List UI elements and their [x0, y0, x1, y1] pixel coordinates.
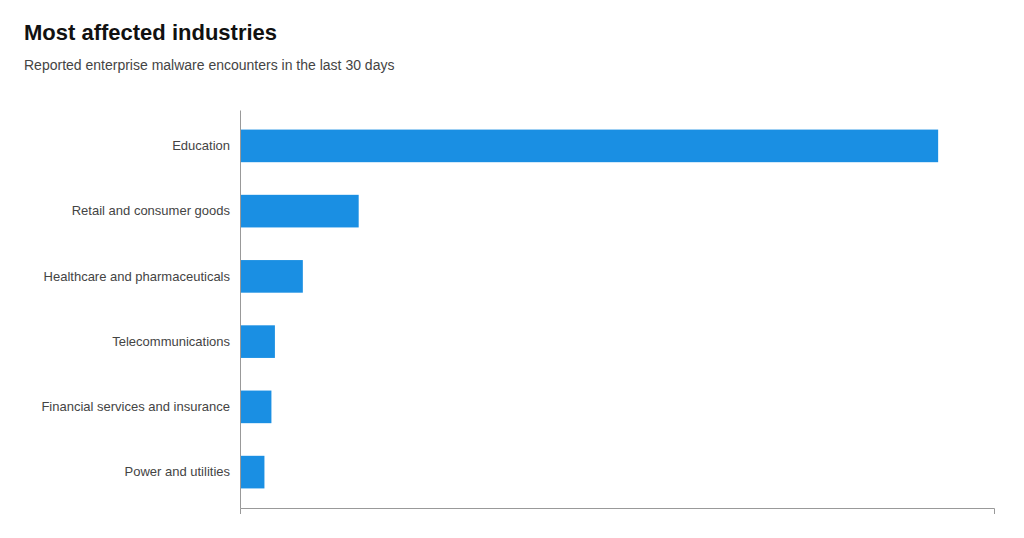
y-tick-label: Retail and consumer goods	[72, 203, 231, 218]
y-tick-label: Power and utilities	[125, 464, 231, 479]
bar	[240, 130, 938, 163]
plot: Education Retail and consumer goods Health…	[41, 111, 994, 515]
y-axis-line	[240, 111, 241, 509]
x-axis	[241, 509, 995, 515]
bar	[240, 260, 303, 293]
bar	[240, 195, 359, 228]
bar	[240, 325, 275, 358]
y-tick: Retail and consumer goods	[72, 203, 240, 218]
y-tick: Education	[172, 138, 240, 153]
y-tick: Telecommunications	[112, 334, 240, 349]
y-tick: Power and utilities	[125, 464, 241, 479]
subtitle: Reported enterprise malware encounters i…	[24, 57, 394, 73]
y-tick-label: Financial services and insurance	[41, 399, 230, 414]
title: Most affected industries	[24, 20, 277, 45]
bar	[240, 391, 271, 424]
y-tick-label: Healthcare and pharmaceuticals	[44, 269, 231, 284]
y-tick-label: Education	[172, 138, 230, 153]
y-tick: Healthcare and pharmaceuticals	[44, 269, 240, 284]
y-tick-label: Telecommunications	[112, 334, 230, 349]
chart: Most affected industries Reported enterpr…	[0, 0, 1024, 538]
bar	[240, 456, 264, 489]
y-tick: Financial services and insurance	[41, 399, 240, 414]
x-axis-line	[241, 509, 995, 515]
y-axis: Education Retail and consumer goods Health…	[41, 111, 240, 509]
bars	[240, 130, 938, 489]
